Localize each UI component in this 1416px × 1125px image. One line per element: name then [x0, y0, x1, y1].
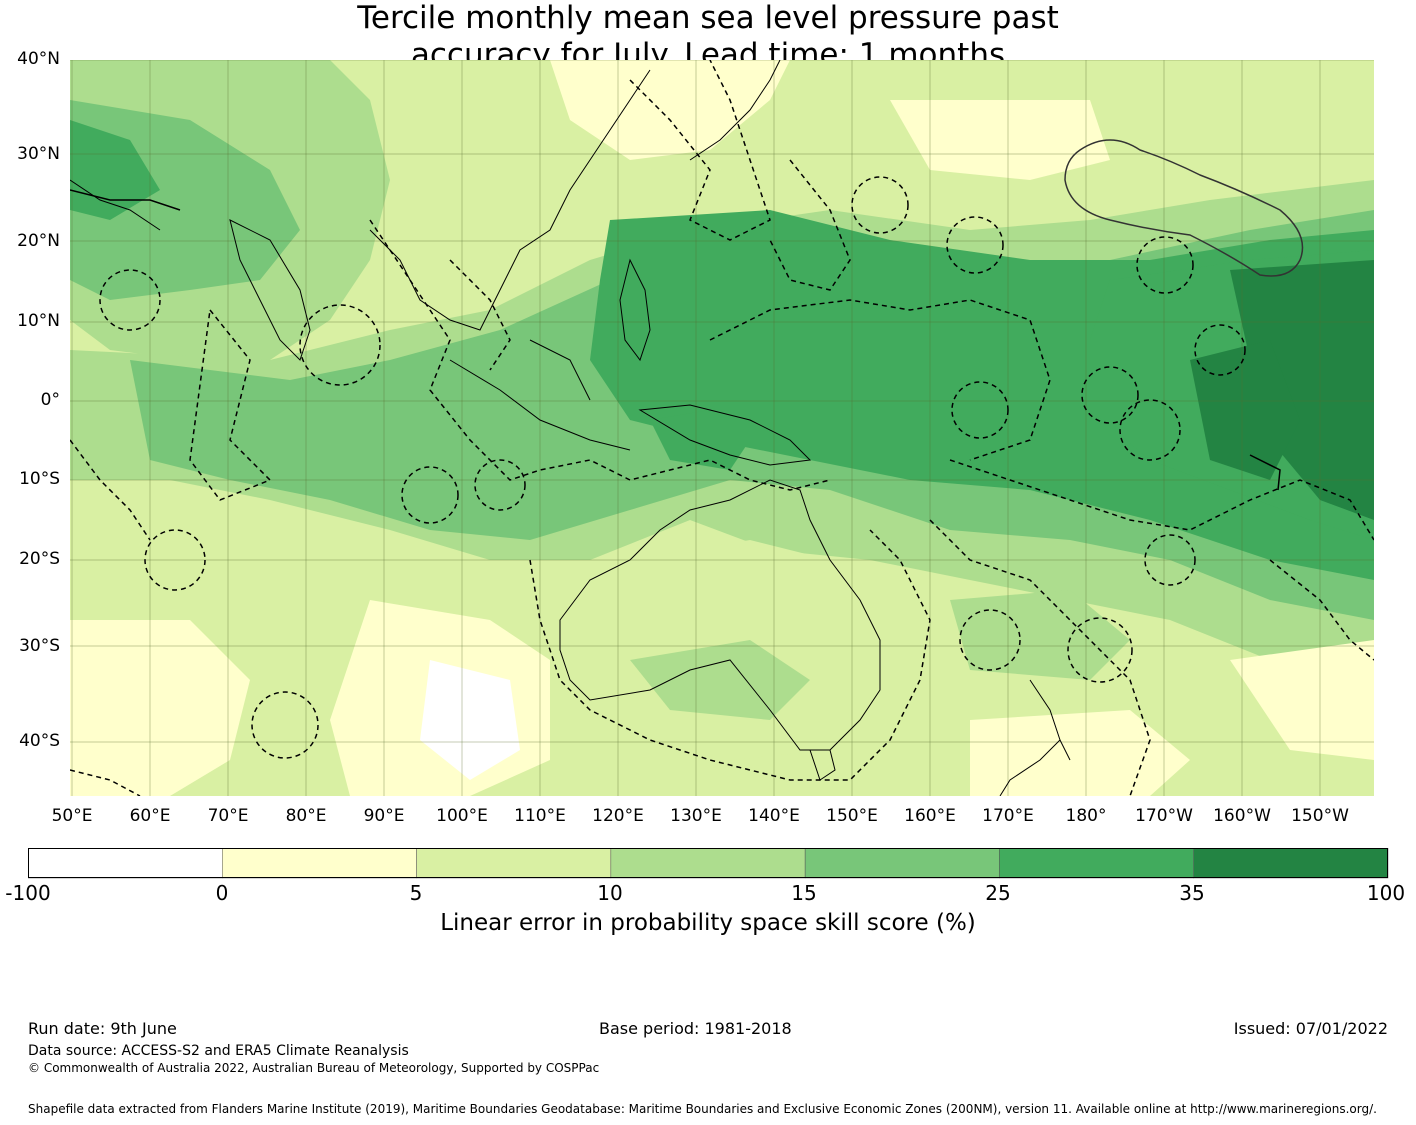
colorbar-tick: 15: [791, 881, 817, 905]
new-guinea-coast: [638, 404, 812, 466]
australia-coast: [559, 479, 881, 751]
lat-label: 30°N: [17, 144, 60, 164]
lat-label: 20°N: [17, 231, 60, 251]
colorbar-segment: [610, 848, 806, 879]
map-title-line-1: Tercile monthly mean sea level pressure …: [357, 0, 1059, 36]
run-date: Run date: 9th June: [28, 1019, 177, 1038]
lat-label: 10°S: [19, 469, 60, 489]
shapefile-credit: Shapefile data extracted from Flanders M…: [28, 1102, 1377, 1116]
colorbar-segment: [28, 848, 223, 879]
colorbar-tick: 100: [1366, 881, 1406, 905]
graticule: [70, 60, 1374, 796]
colorbar-tick: 35: [1179, 881, 1205, 905]
lon-label: 140°E: [748, 806, 800, 826]
lon-label: 170°W: [1135, 806, 1193, 826]
issued-date: Issued: 07/01/2022: [1233, 1019, 1388, 1038]
skill-score-map: [70, 60, 1374, 796]
lon-label: 160°W: [1213, 806, 1271, 826]
indonesia-coast: [449, 339, 631, 451]
colorbar-tick: 10: [597, 881, 623, 905]
lat-label: 10°N: [17, 311, 60, 331]
lon-label: 90°E: [363, 806, 405, 826]
lon-label: 130°E: [670, 806, 722, 826]
copyright: © Commonwealth of Australia 2022, Austra…: [28, 1061, 600, 1075]
lat-label: 20°S: [19, 549, 60, 569]
coastlines: [70, 60, 1071, 796]
lon-label: 150°E: [826, 806, 878, 826]
colorbar: [28, 848, 1389, 879]
colorbar-tick: 25: [985, 881, 1011, 905]
lon-label: 150°W: [1291, 806, 1349, 826]
lat-label: 0°: [40, 390, 60, 410]
lon-label: 50°E: [51, 806, 93, 826]
lon-label: 160°E: [904, 806, 956, 826]
colorbar-segment: [222, 848, 417, 879]
lon-label: 70°E: [207, 806, 249, 826]
region-outline: [1064, 139, 1304, 277]
colorbar-tick: 0: [215, 881, 229, 905]
colorbar-segment: [804, 848, 1000, 879]
colorbar-label: Linear error in probability space skill …: [440, 910, 976, 936]
colorbar-segment: [416, 848, 612, 879]
japan-coast: [689, 60, 781, 161]
asia-coast: [369, 69, 651, 331]
lat-label: 40°N: [17, 49, 60, 69]
lon-label: 60°E: [129, 806, 171, 826]
lon-label: 110°E: [514, 806, 566, 826]
lon-label: 170°E: [982, 806, 1034, 826]
colorbar-tick: 5: [409, 881, 423, 905]
eez-boundaries: [70, 60, 1374, 796]
new-zealand-coast: [999, 679, 1071, 796]
lon-label: 100°E: [436, 806, 488, 826]
colorbar-segment: [999, 848, 1194, 879]
base-period: Base period: 1981-2018: [599, 1019, 792, 1038]
lat-label: 30°S: [19, 636, 60, 656]
lon-label: 120°E: [592, 806, 644, 826]
lat-label: 40°S: [19, 731, 60, 751]
tasmania-coast: [809, 749, 836, 781]
colorbar-tick: -100: [5, 881, 51, 905]
lon-label: 80°E: [285, 806, 327, 826]
india-coast: [229, 219, 311, 361]
skill-field: [70, 60, 1374, 796]
data-source: Data source: ACCESS-S2 and ERA5 Climate …: [28, 1043, 409, 1059]
philippines-coast: [619, 258, 651, 362]
lon-label: 180°: [1065, 806, 1107, 826]
solid-boundaries: [70, 189, 1281, 491]
arabia-coast: [70, 179, 161, 231]
colorbar-segment: [1193, 848, 1389, 879]
